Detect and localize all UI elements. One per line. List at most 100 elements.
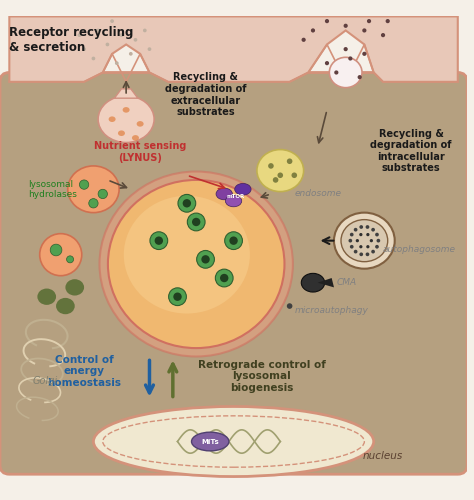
Ellipse shape <box>115 62 118 65</box>
Ellipse shape <box>350 232 354 236</box>
Ellipse shape <box>173 292 182 301</box>
Ellipse shape <box>235 184 251 195</box>
Ellipse shape <box>150 232 168 250</box>
Ellipse shape <box>371 250 375 254</box>
Ellipse shape <box>287 304 292 309</box>
Ellipse shape <box>123 107 129 112</box>
Text: MiTs: MiTs <box>201 438 219 444</box>
Ellipse shape <box>375 245 379 248</box>
Ellipse shape <box>344 24 348 28</box>
Ellipse shape <box>216 188 232 200</box>
Ellipse shape <box>365 252 369 256</box>
Ellipse shape <box>178 194 196 212</box>
Ellipse shape <box>268 163 273 168</box>
Ellipse shape <box>367 19 371 23</box>
Text: mTOR: mTOR <box>227 194 245 199</box>
Ellipse shape <box>359 233 363 236</box>
Ellipse shape <box>78 34 81 37</box>
Ellipse shape <box>386 19 390 23</box>
Ellipse shape <box>89 198 98 208</box>
Ellipse shape <box>348 239 352 242</box>
Ellipse shape <box>273 177 278 182</box>
Ellipse shape <box>287 158 292 164</box>
Ellipse shape <box>371 228 375 232</box>
Ellipse shape <box>118 130 125 136</box>
Text: Recycling &
degradation of
extracellular
substrates: Recycling & degradation of extracellular… <box>165 72 246 118</box>
Ellipse shape <box>354 250 357 254</box>
Ellipse shape <box>124 196 250 314</box>
Ellipse shape <box>119 34 123 37</box>
Ellipse shape <box>106 42 109 46</box>
Ellipse shape <box>37 288 56 305</box>
Ellipse shape <box>348 56 353 60</box>
Text: autophagosome: autophagosome <box>383 246 456 254</box>
Ellipse shape <box>201 255 210 264</box>
Ellipse shape <box>277 172 283 178</box>
Ellipse shape <box>362 28 366 32</box>
Text: Golgi: Golgi <box>33 376 58 386</box>
Text: Control of
energy
homeostasis: Control of energy homeostasis <box>47 355 121 388</box>
Ellipse shape <box>334 70 338 74</box>
Ellipse shape <box>354 228 357 232</box>
Ellipse shape <box>65 279 84 295</box>
Ellipse shape <box>93 406 374 476</box>
Ellipse shape <box>137 121 144 126</box>
Ellipse shape <box>169 288 186 306</box>
Ellipse shape <box>96 28 100 32</box>
Ellipse shape <box>334 212 395 268</box>
Text: lysosomal
hydrolases: lysosomal hydrolases <box>28 180 77 199</box>
Ellipse shape <box>325 61 329 66</box>
Ellipse shape <box>325 19 329 23</box>
Ellipse shape <box>191 432 229 451</box>
Ellipse shape <box>98 190 108 198</box>
Text: CMA: CMA <box>337 278 356 287</box>
Ellipse shape <box>257 150 304 192</box>
Ellipse shape <box>91 56 95 60</box>
Ellipse shape <box>100 172 293 356</box>
Ellipse shape <box>311 28 315 32</box>
Ellipse shape <box>132 135 139 140</box>
Ellipse shape <box>359 245 363 248</box>
Ellipse shape <box>225 232 242 250</box>
Ellipse shape <box>197 250 214 268</box>
Ellipse shape <box>357 75 362 80</box>
Ellipse shape <box>129 52 133 56</box>
Ellipse shape <box>108 180 284 348</box>
Ellipse shape <box>341 220 388 262</box>
Text: microautophagy: microautophagy <box>294 306 368 315</box>
Ellipse shape <box>366 245 370 248</box>
Ellipse shape <box>110 19 114 23</box>
Ellipse shape <box>229 236 238 245</box>
Ellipse shape <box>143 28 146 32</box>
Text: Retrograde control of
lysosomal
biogenesis: Retrograde control of lysosomal biogenes… <box>198 360 326 392</box>
Text: Nutrient sensing
(LYNUS): Nutrient sensing (LYNUS) <box>94 141 186 163</box>
Ellipse shape <box>381 33 385 37</box>
Polygon shape <box>114 89 138 98</box>
Ellipse shape <box>134 38 137 42</box>
Ellipse shape <box>147 48 151 51</box>
Ellipse shape <box>366 233 370 236</box>
Ellipse shape <box>301 38 306 42</box>
Text: endosome: endosome <box>294 190 341 198</box>
Ellipse shape <box>220 274 228 282</box>
Ellipse shape <box>301 274 325 292</box>
Ellipse shape <box>359 225 363 229</box>
Ellipse shape <box>215 269 233 287</box>
Ellipse shape <box>375 232 379 236</box>
Ellipse shape <box>155 236 163 245</box>
Ellipse shape <box>66 256 73 263</box>
Ellipse shape <box>376 239 380 242</box>
Ellipse shape <box>225 195 242 207</box>
Ellipse shape <box>82 48 86 51</box>
Text: nucleus: nucleus <box>363 450 403 460</box>
Polygon shape <box>318 278 334 287</box>
Ellipse shape <box>80 180 89 190</box>
Polygon shape <box>9 16 458 82</box>
Ellipse shape <box>344 47 348 51</box>
Ellipse shape <box>56 298 75 314</box>
Ellipse shape <box>365 225 369 229</box>
Ellipse shape <box>362 52 366 56</box>
Ellipse shape <box>98 96 154 142</box>
Ellipse shape <box>370 239 373 242</box>
Ellipse shape <box>329 58 362 88</box>
